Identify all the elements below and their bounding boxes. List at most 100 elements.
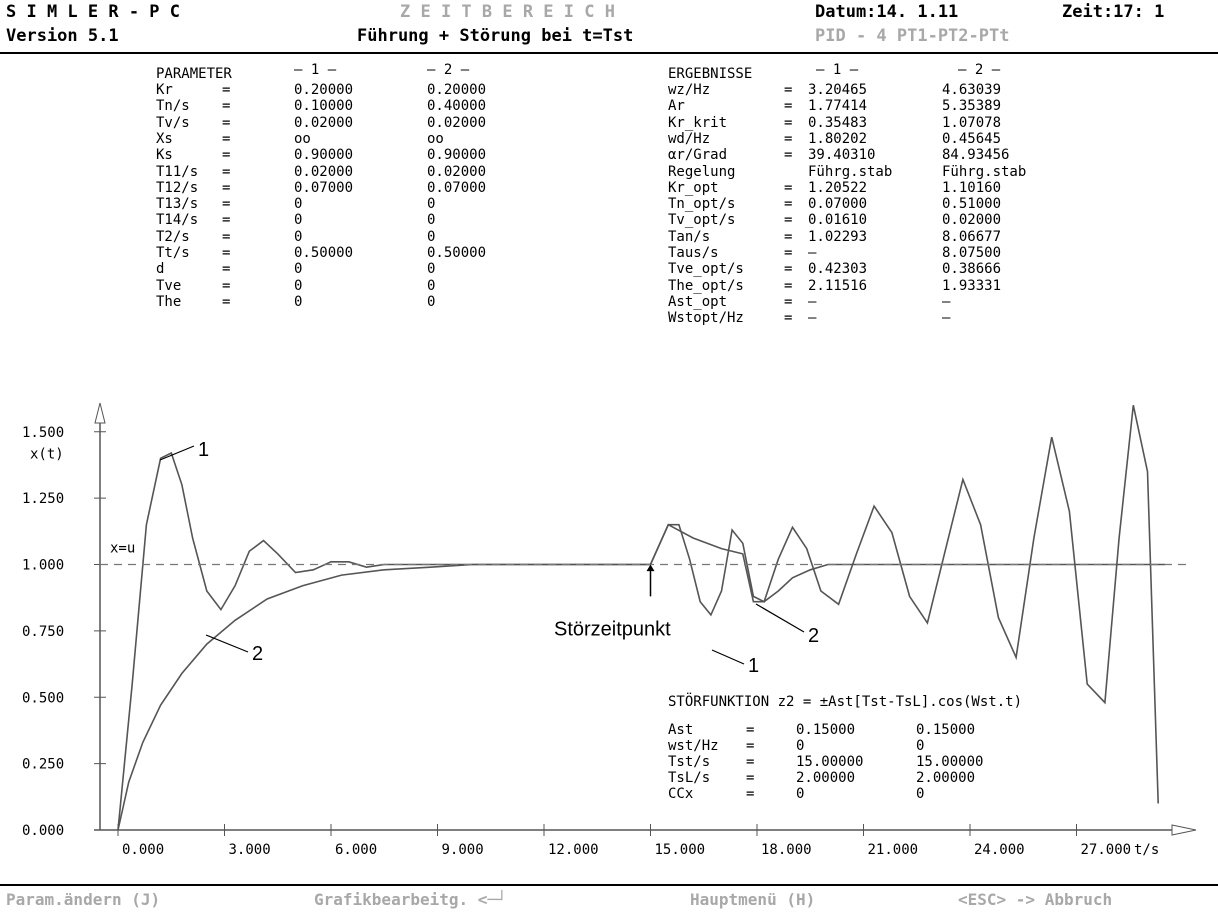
res-row-v1: –	[808, 245, 817, 261]
res-row-name: Kr_opt	[668, 179, 719, 196]
param-row-v2: 0	[427, 261, 436, 278]
res-row-v1: 0.07000	[808, 196, 868, 213]
y-tick-label: 1.500	[22, 425, 64, 441]
res-row-eq: =	[784, 277, 793, 294]
parameter-col1-header: — 1 —	[294, 62, 337, 78]
y-tick-label: 0.750	[22, 624, 64, 640]
param-row-name: Kr	[156, 82, 173, 98]
dist-row-eq: =	[746, 738, 755, 754]
x-tick-label: 3.000	[229, 842, 271, 858]
res-row-eq: =	[784, 228, 793, 245]
res-row-eq: =	[784, 98, 793, 115]
param-row-name: T2/s	[156, 228, 190, 245]
res-row-v2: Führg.stab	[942, 163, 1027, 180]
param-row-v1: 0	[294, 196, 303, 213]
main-menu-hint[interactable]: Hauptmenü (H)	[690, 890, 816, 909]
param-row-v2: 0.20000	[427, 82, 487, 98]
param-row-eq: =	[222, 147, 231, 164]
disturbance-marker-arrow	[646, 564, 655, 572]
res-row-v1: 1.20522	[808, 179, 868, 196]
param-row-v2: 0	[427, 228, 436, 245]
param-row-name: The	[156, 293, 182, 310]
series-label: 2	[252, 643, 263, 665]
res-row-name: Tn_opt/s	[668, 196, 736, 213]
res-row-v1: 3.20465	[808, 82, 868, 98]
param-row-v1: 0.02000	[294, 163, 354, 180]
param-row-v1: 0.07000	[294, 179, 354, 196]
plot-ticks: 0.000 0.250 0.500 0.750 1.000 1.250 1.500 0.000…	[22, 425, 1159, 858]
res-row-v2: 4.63039	[942, 82, 1002, 98]
x-tick-label: 0.000	[122, 842, 164, 858]
param-row-v1: 0	[294, 212, 303, 229]
res-row-v1: Führg.stab	[808, 163, 893, 180]
dist-row-v1: 0	[796, 786, 805, 802]
res-row-name: Regelung	[668, 163, 736, 180]
y-tick-label: 0.250	[22, 757, 64, 773]
dist-row-name: CCx	[668, 786, 694, 802]
res-row-eq: =	[784, 261, 793, 278]
res-row-name: Wstopt/Hz	[668, 310, 744, 327]
mode-title: Z E I T B E R E I C H	[400, 2, 615, 22]
param-row-v1: 0	[294, 293, 303, 310]
res-row-v1: 0.42303	[808, 261, 868, 278]
abort-hint[interactable]: <ESC> -> Abbruch	[958, 890, 1113, 909]
x-tick-label: 9.000	[442, 842, 484, 858]
dist-row-name: Tst/s	[668, 754, 711, 770]
param-row-eq: =	[222, 82, 231, 98]
graphics-edit-hint[interactable]: Grafikbearbeitg. <─┘	[314, 890, 507, 909]
res-row-v2: 84.93456	[942, 147, 1010, 164]
param-row-eq: =	[222, 277, 231, 294]
param-row-v1: 0.90000	[294, 147, 354, 164]
dist-row-v2: 2.00000	[916, 770, 976, 786]
param-row-v2: 0	[427, 196, 436, 213]
dist-row-eq: =	[746, 786, 755, 802]
y-tick-label: 1.250	[22, 491, 64, 507]
plot-annotations: x=u Störzeitpunkt 1 2 1 2	[100, 439, 1192, 677]
res-row-name: Tv_opt/s	[668, 212, 736, 229]
app-title: S I M L E R - P C	[6, 2, 180, 22]
param-row-v2: oo	[427, 130, 444, 147]
param-row-name: T12/s	[156, 179, 199, 196]
param-row-eq: =	[222, 245, 231, 261]
res-row-name: Kr_krit	[668, 114, 728, 131]
res-row-name: Ast_opt	[668, 293, 728, 310]
y-axis-label: x(t)	[30, 446, 64, 462]
param-row-v2: 0.02000	[427, 114, 487, 131]
res-row-v1: 1.77414	[808, 98, 868, 115]
parameter-col2-header: — 2 —	[427, 62, 470, 78]
y-tick-label: 0.500	[22, 690, 64, 706]
res-row-name: The_opt/s	[668, 277, 744, 294]
res-row-name: Taus/s	[668, 245, 719, 261]
param-row-v2: 0	[427, 277, 436, 294]
series-label-leader	[755, 603, 805, 633]
res-row-eq: =	[784, 179, 793, 196]
x-tick-label: 27.000	[1081, 842, 1132, 858]
param-row-eq: =	[222, 130, 231, 147]
time-response-plot: 0.000 0.250 0.500 0.750 1.000 1.250 1.500 0.000…	[22, 402, 1197, 858]
param-row-v2: 0.02000	[427, 163, 487, 180]
dist-row-v2: 0	[916, 738, 925, 754]
dist-row-eq: =	[746, 770, 755, 786]
param-row-eq: =	[222, 261, 231, 278]
plot-series	[117, 405, 1166, 831]
res-row-v2: 1.07078	[942, 114, 1002, 131]
results-title: ERGEBNISSE	[668, 66, 753, 82]
series-label-leader	[205, 634, 249, 653]
param-row-name: Ks	[156, 147, 173, 164]
x-axis-label: t/s	[1134, 842, 1159, 858]
res-row-name: Tan/s	[668, 228, 711, 245]
param-row-eq: =	[222, 98, 231, 115]
param-row-name: Tt/s	[156, 245, 190, 261]
param-row-name: T14/s	[156, 212, 199, 229]
param-row-eq: =	[222, 293, 231, 310]
res-row-eq: =	[784, 82, 793, 98]
header-bar: S I M L E R - P C Version 5.1 Z E I T B …	[0, 0, 1218, 54]
change-params-hint[interactable]: Param.ändern (J)	[6, 890, 161, 909]
reference-label: x=u	[110, 541, 135, 557]
param-row-v1: 0.20000	[294, 82, 354, 98]
x-axis-arrow	[1171, 824, 1197, 836]
res-row-name: wz/Hz	[668, 82, 711, 98]
dist-row-v1: 15.00000	[796, 754, 864, 770]
res-row-eq: =	[784, 310, 793, 327]
res-row-name: Tve_opt/s	[668, 261, 744, 278]
